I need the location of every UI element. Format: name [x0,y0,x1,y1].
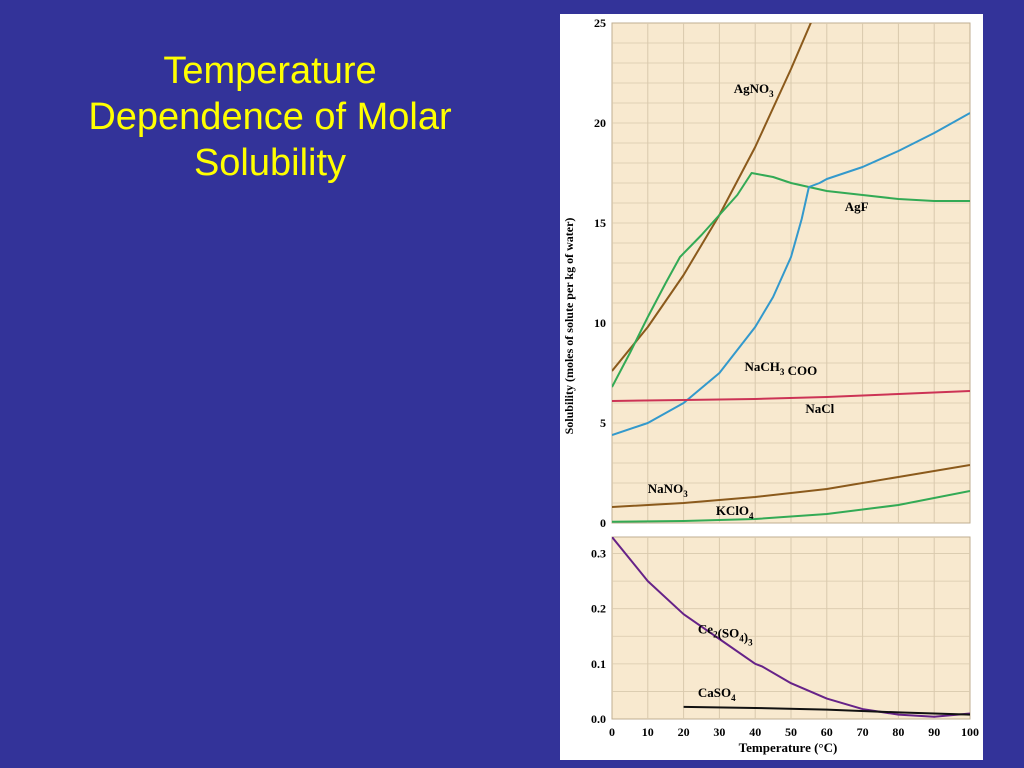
series-label-nacl: NaCl [805,401,834,416]
series-label-kclo4: KClO4 [716,503,754,521]
x-axis-label: Temperature (°C) [739,740,838,755]
y-axis-label: Solubility (moles of solute per kg of wa… [562,218,576,435]
series-line-caso4 [683,705,970,716]
y-tick-label: 0.2 [591,602,606,616]
x-tick-label: 100 [961,725,979,739]
series-line-ce2so43 [612,537,970,718]
y-tick-label: 5 [600,416,606,430]
x-tick-label: 70 [857,725,869,739]
series-label-ce2so43: Ce2(SO4)3 [698,622,753,648]
title-line-1: Temperature [163,50,377,92]
y-tick-label: 20 [594,116,606,130]
x-tick-label: 0 [609,725,615,739]
series-line-nach3coo [612,112,970,436]
solubility-chart-svg: 0 5 10 15 20 25 AgNO3 AgF NaCH3 COO NaCl NaNO3 KClO… [562,16,979,755]
series-label-nach3coo: NaCH3 COO [744,359,817,378]
series-line-kclo4 [612,490,970,523]
x-tick-label: 60 [821,725,833,739]
x-tick-label: 30 [713,725,725,739]
x-tick-label: 10 [642,725,654,739]
series-label-nano3: NaNO3 [648,481,688,499]
series-label-caso4: CaSO4 [698,685,736,703]
top-plot: 0 5 10 15 20 25 AgNO3 AgF NaCH3 COO NaCl NaNO3 KClO… [594,16,971,530]
x-tick-label: 20 [678,725,690,739]
y-tick-label: 15 [594,216,606,230]
series-label-agf: AgF [845,199,869,214]
x-tick-label: 90 [928,725,940,739]
title-line-3: Solubility [193,142,347,184]
y-tick-label: 10 [594,316,606,330]
slide-title: Temperature Dependence of Molar Solubili… [30,48,510,186]
x-tick-label: 50 [785,725,797,739]
y-tick-label: 0 [600,516,606,530]
series-line-agno3 [612,23,812,372]
y-tick-label: 0.3 [591,547,606,561]
series-label-agno3: AgNO3 [734,81,774,99]
series-line-nacl [612,390,970,402]
series-line-nano3 [612,464,970,508]
x-tick-label: 80 [892,725,904,739]
solubility-figure: 0 5 10 15 20 25 AgNO3 AgF NaCH3 COO NaCl NaNO3 KClO… [560,14,983,760]
x-tick-label: 40 [749,725,761,739]
y-tick-label: 0.0 [591,712,606,726]
series-line-agf [612,172,970,388]
y-tick-label: 0.1 [591,657,606,671]
title-line-2: Dependence of Molar [88,96,452,138]
y-tick-label: 25 [594,16,606,30]
bottom-plot: 0.0 0.1 0.2 0.3 0 10 20 30 40 50 60 70 80 90 100 Ce2(SO… [591,536,979,739]
